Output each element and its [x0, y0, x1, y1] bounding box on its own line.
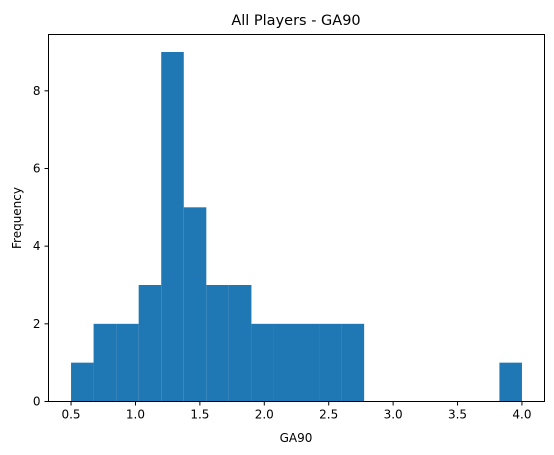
- histogram-bar: [341, 323, 365, 402]
- x-axis-ticks: 0.5 1.0 1.5 2.0 2.5 3.0 3.5 4.0: [61, 401, 532, 422]
- histogram-bar: [138, 284, 162, 402]
- chart-title: All Players - GA90: [231, 13, 360, 29]
- histogram-bar: [319, 323, 342, 402]
- x-tick-label: 1.0: [126, 408, 145, 422]
- y-axis-ticks: 0 2 4 6 8: [33, 84, 49, 409]
- y-tick-label: 8: [33, 84, 41, 98]
- y-tick-label: 2: [33, 317, 41, 331]
- plot-frame: [48, 34, 545, 402]
- y-tick-label: 4: [33, 239, 41, 253]
- bars-group: [71, 51, 522, 402]
- histogram-bar: [71, 362, 94, 402]
- histogram-bar: [273, 323, 297, 402]
- histogram-bar: [499, 362, 522, 402]
- histogram-bar: [116, 323, 139, 402]
- histogram-bar: [296, 323, 320, 402]
- x-tick-label: 1.5: [190, 408, 209, 422]
- histogram-bar: [93, 323, 117, 402]
- x-tick-label: 2.5: [319, 408, 338, 422]
- x-tick-label: 0.5: [61, 408, 80, 422]
- histogram-bar: [183, 207, 207, 402]
- histogram-bar: [251, 323, 274, 402]
- x-tick-label: 4.0: [512, 408, 531, 422]
- x-tick-label: 3.5: [448, 408, 467, 422]
- histogram-bar: [161, 51, 184, 402]
- y-tick-label: 6: [33, 161, 41, 175]
- x-tick-label: 2.0: [255, 408, 274, 422]
- y-axis-label: Frequency: [10, 187, 24, 249]
- x-axis-label: GA90: [280, 431, 313, 445]
- y-tick-label: 0: [33, 395, 41, 409]
- histogram-bar: [228, 284, 252, 402]
- histogram-bar: [206, 284, 229, 402]
- x-tick-label: 3.0: [384, 408, 403, 422]
